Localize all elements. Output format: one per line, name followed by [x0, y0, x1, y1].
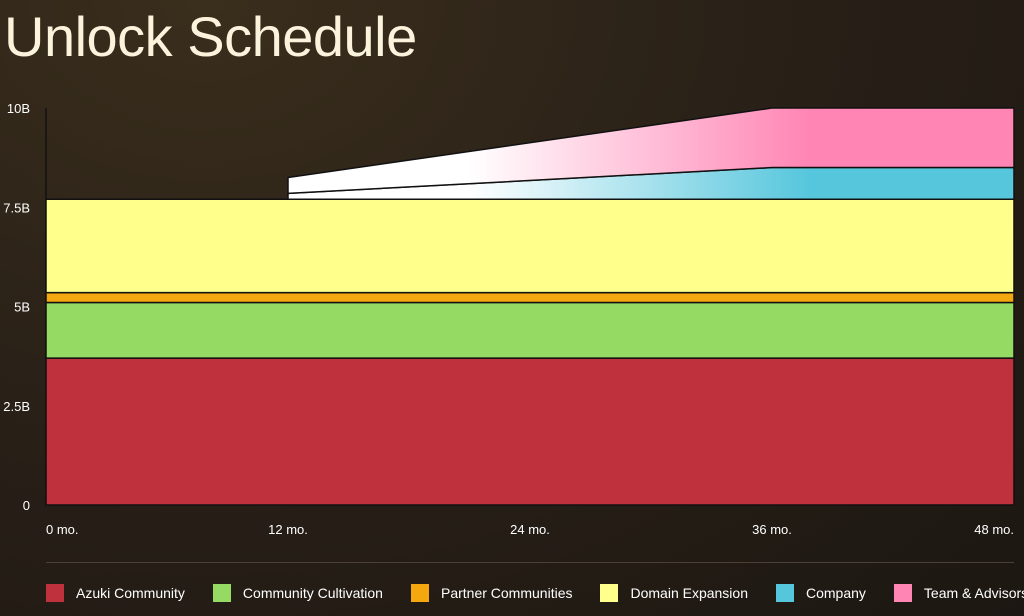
area-community-cultivation: [45, 301, 1015, 359]
legend-swatch: [410, 584, 429, 602]
y-tick-label: 7.5B: [3, 200, 30, 215]
stacked-areas: [45, 107, 1015, 506]
legend-swatch: [46, 584, 64, 602]
legend-item: Community Cultivation: [212, 584, 383, 602]
legend-item: Domain Expansion: [600, 584, 748, 602]
area-azuki-community: [45, 357, 1015, 506]
x-tick-label: 36 mo.: [752, 522, 792, 537]
y-tick-label: 0: [23, 498, 30, 513]
legend: Azuki Community Community Cultivation Part…: [46, 584, 1024, 602]
legend-label: Domain Expansion: [630, 585, 748, 601]
legend-swatch: [600, 584, 619, 602]
area-partner-communities: [45, 291, 1015, 304]
legend-swatch: [212, 584, 231, 602]
y-tick-label: 10B: [7, 101, 30, 116]
area-domain-expansion: [45, 198, 1015, 294]
unlock-schedule-chart: 0 2.5B 5B 7.5B 10B 0 mo. 12 mo. 24 mo. 36 mo. 48…: [3, 101, 1015, 537]
legend-label: Partner Communities: [440, 585, 573, 601]
legend-divider: [46, 562, 1014, 563]
y-tick-label: 5B: [14, 300, 30, 315]
x-tick-label: 12 mo.: [268, 522, 308, 537]
area-team-advisors: [287, 107, 1015, 195]
y-tick-label: 2.5B: [3, 399, 30, 414]
x-tick-label: 24 mo.: [510, 522, 550, 537]
x-tick-label: 0 mo.: [46, 522, 79, 537]
legend-label: Community Cultivation: [242, 585, 383, 601]
x-axis: 0 mo. 12 mo. 24 mo. 36 mo. 48 mo.: [46, 522, 1014, 537]
x-tick-label: 48 mo.: [974, 522, 1014, 537]
legend-item: Azuki Community: [46, 584, 185, 602]
legend-label: Azuki Community: [76, 585, 185, 601]
y-axis: 0 2.5B 5B 7.5B 10B: [3, 101, 47, 513]
legend-label: Team & Advisors: [923, 585, 1024, 601]
legend-item: Company: [776, 584, 866, 602]
legend-swatch: [776, 584, 794, 602]
legend-label: Company: [806, 585, 866, 601]
legend-swatch: [893, 584, 912, 602]
chart-title: Unlock Schedule: [4, 5, 417, 68]
legend-item: Partner Communities: [410, 584, 573, 602]
legend-item: Team & Advisors: [893, 584, 1024, 602]
